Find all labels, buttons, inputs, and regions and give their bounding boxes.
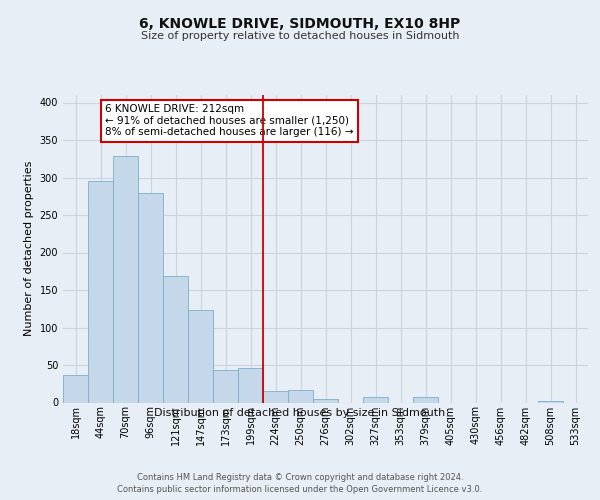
Bar: [213, 370, 238, 402]
Bar: [538, 401, 563, 402]
Bar: [363, 396, 388, 402]
Text: 6, KNOWLE DRIVE, SIDMOUTH, EX10 8HP: 6, KNOWLE DRIVE, SIDMOUTH, EX10 8HP: [139, 18, 461, 32]
Text: Contains public sector information licensed under the Open Government Licence v3: Contains public sector information licen…: [118, 485, 482, 494]
Bar: [163, 276, 188, 402]
Text: Distribution of detached houses by size in Sidmouth: Distribution of detached houses by size …: [154, 408, 446, 418]
Bar: [288, 390, 313, 402]
Bar: [63, 375, 88, 402]
Y-axis label: Number of detached properties: Number of detached properties: [24, 161, 34, 336]
Bar: [138, 193, 163, 402]
Bar: [313, 399, 338, 402]
Bar: [413, 397, 438, 402]
Text: Contains HM Land Registry data © Crown copyright and database right 2024.: Contains HM Land Registry data © Crown c…: [137, 472, 463, 482]
Text: Size of property relative to detached houses in Sidmouth: Size of property relative to detached ho…: [141, 31, 459, 41]
Bar: [188, 310, 213, 402]
Bar: [113, 156, 138, 402]
Text: 6 KNOWLE DRIVE: 212sqm
← 91% of detached houses are smaller (1,250)
8% of semi-d: 6 KNOWLE DRIVE: 212sqm ← 91% of detached…: [105, 104, 353, 138]
Bar: [238, 368, 263, 402]
Bar: [88, 180, 113, 402]
Bar: [263, 390, 288, 402]
